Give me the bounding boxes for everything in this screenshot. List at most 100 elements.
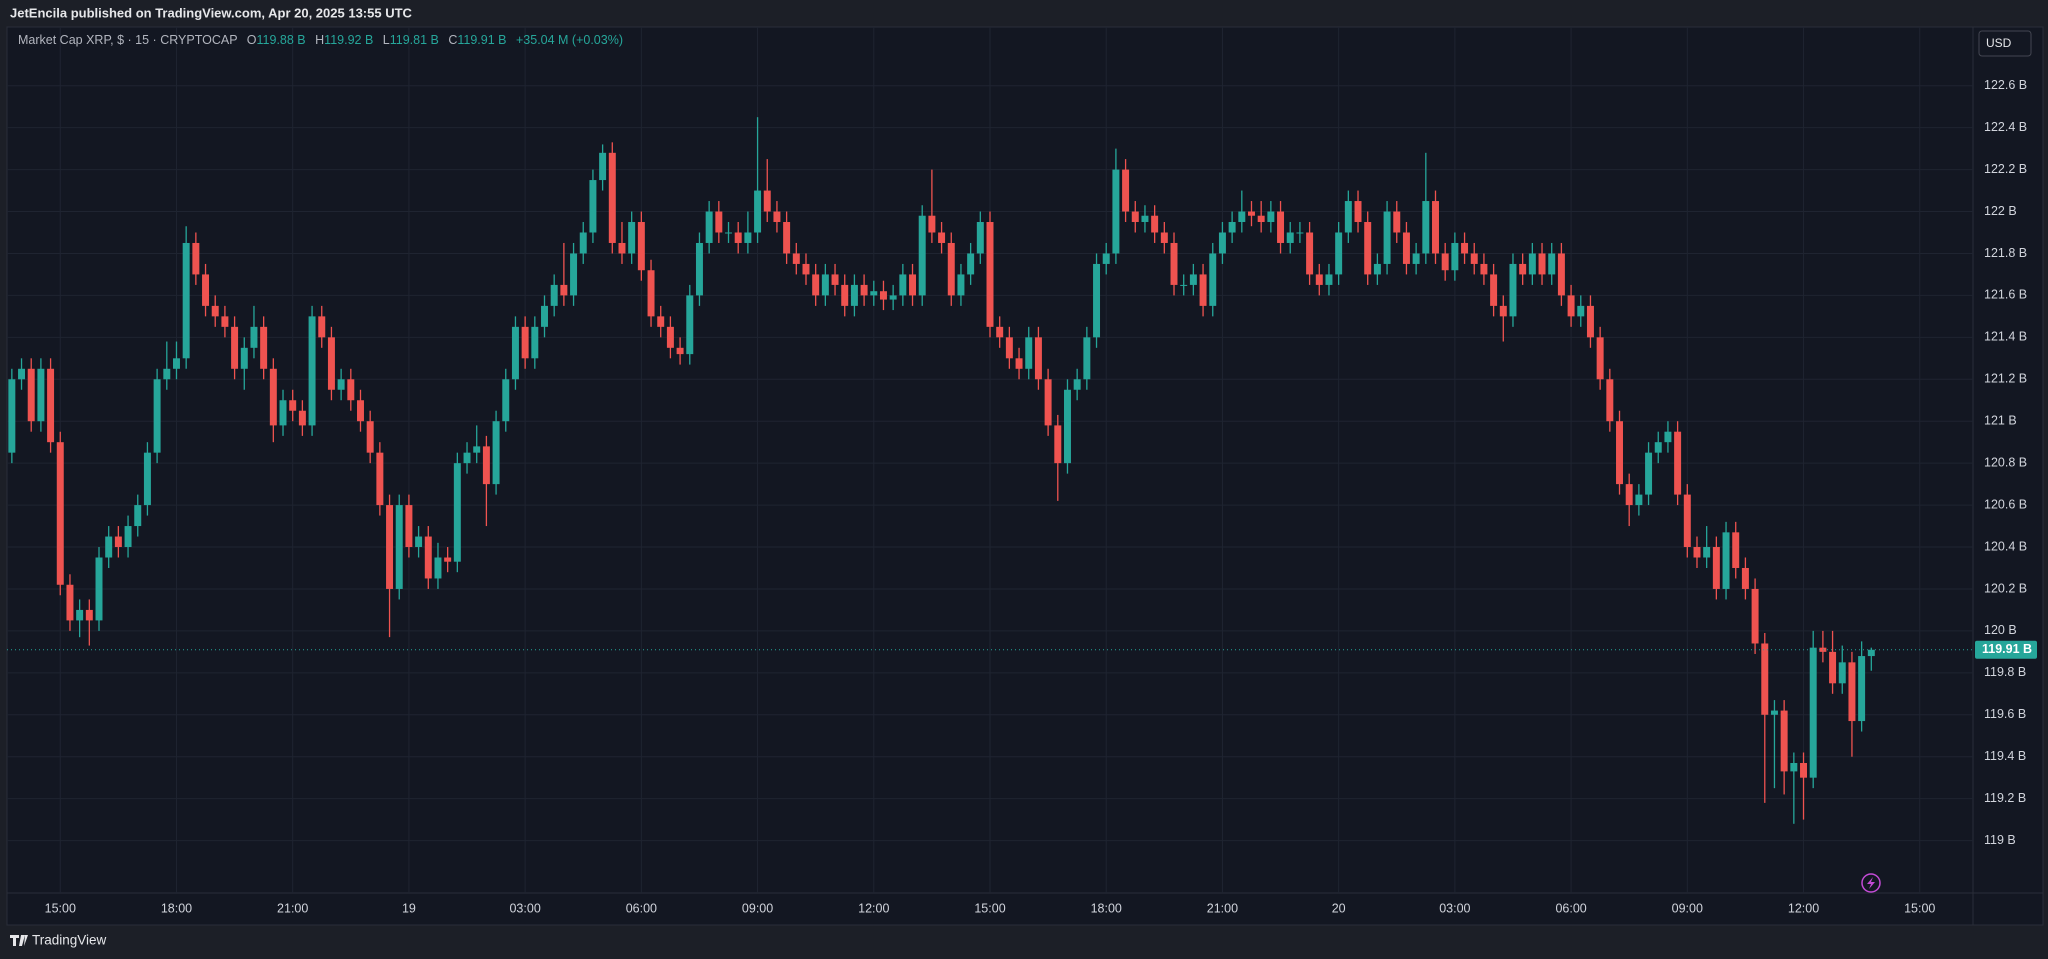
candle-body [473,446,481,453]
candle-body [434,557,442,579]
x-tick-label: 18:00 [1091,901,1122,915]
candle-body [1490,274,1498,306]
candle-body [1005,337,1013,359]
candle-body [676,347,684,355]
candle-body [327,337,335,390]
legend-symbol: Market Cap XRP, $ · 15 · CRYPTOCAP [18,33,237,47]
candle-body [182,242,190,359]
chart-panel [6,26,2044,926]
candle-body [1732,532,1740,568]
candle-body [482,446,490,485]
candle-body [1683,494,1691,548]
candle-body [657,316,665,327]
candle-body [47,368,55,443]
y-tick-label: 120.4 B [1984,539,2027,553]
candle-body [1122,169,1130,212]
y-tick-label: 121.8 B [1984,246,2027,260]
x-tick-label: 20 [1332,901,1346,915]
x-tick-label: 15:00 [45,901,76,915]
candle-body [637,222,645,271]
candle-body [1645,452,1653,495]
candle-body [1858,656,1866,722]
y-tick-label: 122 B [1984,204,2017,218]
brand-name: TradingView [32,933,107,948]
candle-body [1741,567,1749,589]
x-tick-label: 03:00 [509,901,540,915]
y-tick-label: 119 B [1984,833,2016,847]
candle-body [1722,532,1730,589]
candle-body [1189,274,1197,285]
candle-body [1151,215,1159,233]
y-tick-label: 120.2 B [1984,581,2027,595]
candle-body [1422,201,1430,254]
y-tick-label: 121 B [1984,414,2017,428]
candle-body [105,536,113,558]
candle-body [821,274,829,296]
candle-body [773,211,781,223]
candle-body [1160,232,1168,243]
x-tick-label: 06:00 [1555,901,1586,915]
last-price-tag [1975,640,2037,659]
y-tick-label: 119.4 B [1984,749,2026,763]
candle-body [1054,425,1062,464]
candle-body [967,253,975,275]
candle-body [996,326,1004,338]
candle-body [1364,222,1372,275]
currency-label[interactable]: USD [1986,36,2012,50]
candle-body [550,284,558,306]
candle-body [1509,263,1517,317]
candle-body [1306,232,1314,275]
x-tick-label: 06:00 [626,901,657,915]
candle-body [1809,647,1817,778]
candle-body [250,326,258,348]
candle-body [1296,232,1304,234]
candle-body [744,232,752,243]
candle-body [1170,242,1178,285]
legend-change: +35.04 M (+0.03%) [516,33,623,47]
legend-key: H [315,33,324,47]
currency-button[interactable] [1978,30,2032,57]
candle-body [153,379,161,453]
candle-body [957,274,965,296]
candle-body [841,284,849,306]
y-tick-label: 122.6 B [1984,78,2027,92]
candle-body [1800,762,1808,778]
candle-body [647,270,655,317]
x-tick-label: 21:00 [1207,901,1238,915]
candle-body [1461,242,1469,254]
candle-body [792,253,800,264]
candle-body [686,295,694,355]
candle-body [1606,379,1614,422]
candle-body [1315,274,1323,285]
candle-body [1770,710,1778,715]
candle-body [1780,710,1788,772]
candle-body [18,368,26,380]
candle-body [1528,253,1536,275]
candle-body [1470,253,1478,264]
candle-body [541,305,548,327]
candle-body [1616,421,1623,485]
candle-body [1044,379,1052,426]
candle-body [511,326,519,380]
candle-body [1441,253,1449,271]
y-tick-label: 121.6 B [1984,288,2027,302]
publish-header: JetEncila published on TradingView.com, … [10,5,413,20]
candle-body [1432,201,1439,254]
candle-body [308,316,316,426]
candle-body [405,505,413,548]
candle-body [502,379,510,422]
event-icon[interactable] [1861,873,1881,893]
candle-body [1848,662,1856,722]
candle-body [1199,274,1207,306]
candle-body [37,368,45,422]
candle-body [909,274,917,296]
candle-body [1412,253,1420,264]
candle-body [298,410,306,426]
candle-body [347,379,355,401]
candle-body [192,242,200,275]
candle-body [1790,762,1798,772]
candle-body [666,326,674,348]
candle-body [734,232,742,243]
candle-body [1577,305,1585,317]
candle-body [1567,295,1575,317]
